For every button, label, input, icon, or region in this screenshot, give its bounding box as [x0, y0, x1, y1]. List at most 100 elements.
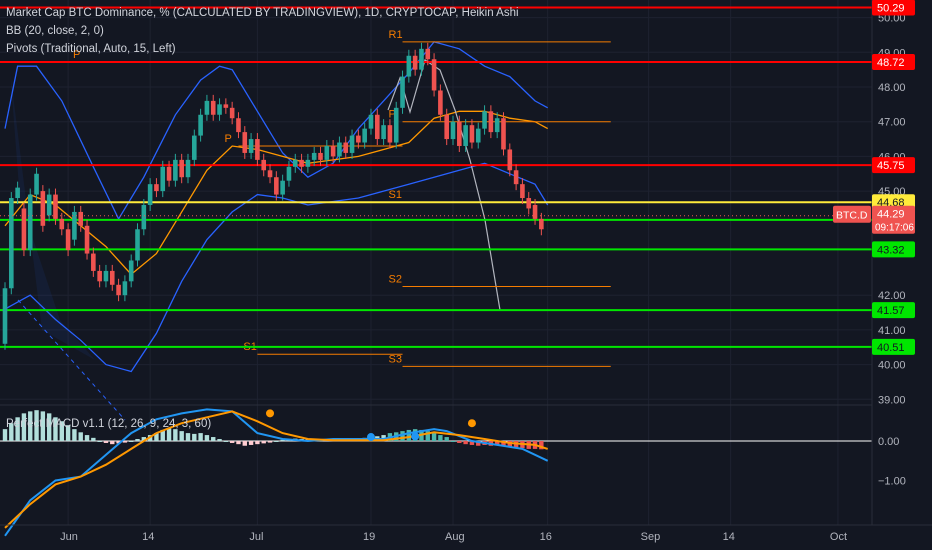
- candle: [91, 253, 96, 271]
- last-price-value: 44.29: [877, 209, 905, 221]
- candle: [267, 170, 273, 178]
- candle: [520, 184, 525, 199]
- macd-histogram-bar: [40, 411, 46, 441]
- candle: [381, 125, 386, 140]
- candle: [362, 128, 367, 143]
- macd-cross-dot: [366, 433, 375, 442]
- candle: [46, 194, 52, 216]
- candle: [204, 100, 210, 115]
- channel-shade: [10, 70, 95, 360]
- price-axis-label: 39.00: [878, 394, 906, 406]
- candle: [406, 55, 412, 77]
- signal-line: [4, 410, 549, 529]
- candle: [242, 132, 248, 153]
- candle: [248, 139, 254, 153]
- pivot-label: S2: [389, 274, 402, 286]
- macd-histogram-bar: [78, 432, 83, 441]
- macd-histogram-bar: [501, 441, 506, 446]
- macd-histogram-bar: [223, 441, 229, 442]
- macd-histogram-bar: [21, 413, 27, 441]
- price-axis-bg: [872, 0, 932, 550]
- candle: [274, 177, 279, 195]
- candle: [526, 198, 532, 209]
- candle: [305, 159, 311, 167]
- macd-histogram-bar: [141, 437, 147, 441]
- candle: [27, 194, 33, 251]
- price-level-tag-label: 48.72: [877, 57, 905, 69]
- macd-histogram-bar: [179, 431, 184, 441]
- candle: [78, 211, 84, 226]
- candle: [166, 166, 172, 181]
- macd-histogram-bar: [59, 421, 64, 441]
- macd-histogram-bar: [97, 441, 102, 442]
- macd-histogram-bar: [103, 441, 109, 443]
- price-axis-label: 50.00: [878, 13, 906, 25]
- macd-histogram-bar: [444, 437, 449, 441]
- price-level-tag: [872, 0, 915, 16]
- price-axis-label: 42.00: [878, 290, 906, 302]
- macd-axis-label: −1.00: [878, 476, 906, 488]
- price-level-tag: [872, 157, 915, 174]
- candle: [356, 135, 361, 143]
- pivot-label: P: [73, 49, 80, 61]
- price-level-tag: [872, 338, 915, 355]
- candle: [179, 159, 184, 178]
- macd-legend[interactable]: Perfect MACD v1.1 (12, 26, 9, 24, 3, 60): [6, 418, 212, 430]
- pivot-label: R1: [389, 29, 403, 41]
- candle: [15, 187, 20, 199]
- macd-histogram-bar: [261, 441, 266, 444]
- time-axis-label: Aug: [445, 531, 465, 543]
- pivots-legend[interactable]: Pivots (Traditional, Auto, 15, Left): [6, 43, 176, 55]
- bb-upper-line: [4, 41, 549, 221]
- candle: [450, 121, 456, 140]
- symbol-tag: [833, 205, 871, 223]
- macd-histogram-bar: [229, 441, 235, 443]
- macd-histogram-bar: [438, 435, 443, 441]
- candle: [488, 111, 494, 133]
- last-price-tag: [872, 205, 915, 234]
- candle: [40, 191, 46, 226]
- macd-histogram-bar: [28, 411, 33, 441]
- macd-histogram-bar: [110, 441, 115, 445]
- macd-histogram-bar: [248, 441, 254, 445]
- macd-histogram-bar: [267, 441, 273, 443]
- macd-histogram-bar: [34, 410, 39, 441]
- macd-histogram-bar: [400, 431, 405, 441]
- pivot-label: P: [389, 109, 396, 121]
- macd-histogram-bar: [15, 417, 20, 441]
- candle: [192, 135, 197, 160]
- candle: [299, 159, 304, 167]
- candle: [154, 184, 159, 192]
- price-level-tag-label: 40.51: [877, 342, 905, 354]
- candle: [438, 90, 443, 115]
- candle: [53, 194, 58, 219]
- last-price-countdown: 09:17:06: [875, 223, 914, 234]
- candle: [463, 125, 468, 146]
- candle: [59, 218, 65, 230]
- candle: [419, 48, 424, 70]
- time-axis-label: 14: [723, 531, 735, 543]
- candle: [128, 260, 134, 282]
- candle: [324, 145, 330, 160]
- price-level-tag: [872, 54, 915, 71]
- channel-line: [17, 299, 126, 421]
- symbol-tag-label: BTC.D: [836, 210, 868, 222]
- macd-cross-dot: [467, 419, 476, 428]
- candle: [72, 211, 77, 240]
- time-axis-label: 19: [363, 531, 375, 543]
- candle: [147, 184, 153, 205]
- candle: [210, 100, 216, 115]
- candle: [286, 166, 292, 181]
- candle: [482, 111, 487, 129]
- macd-histogram-bar: [185, 433, 191, 441]
- candle: [469, 125, 475, 143]
- candle: [431, 59, 437, 91]
- candle: [217, 104, 222, 115]
- time-axis-label: Jun: [60, 531, 78, 543]
- pivot-label: S1: [389, 189, 402, 201]
- macd-histogram-bar: [9, 423, 14, 441]
- bollinger-bands-legend[interactable]: BB (20, close, 2, 0): [6, 25, 104, 37]
- macd-histogram-bar: [91, 437, 96, 441]
